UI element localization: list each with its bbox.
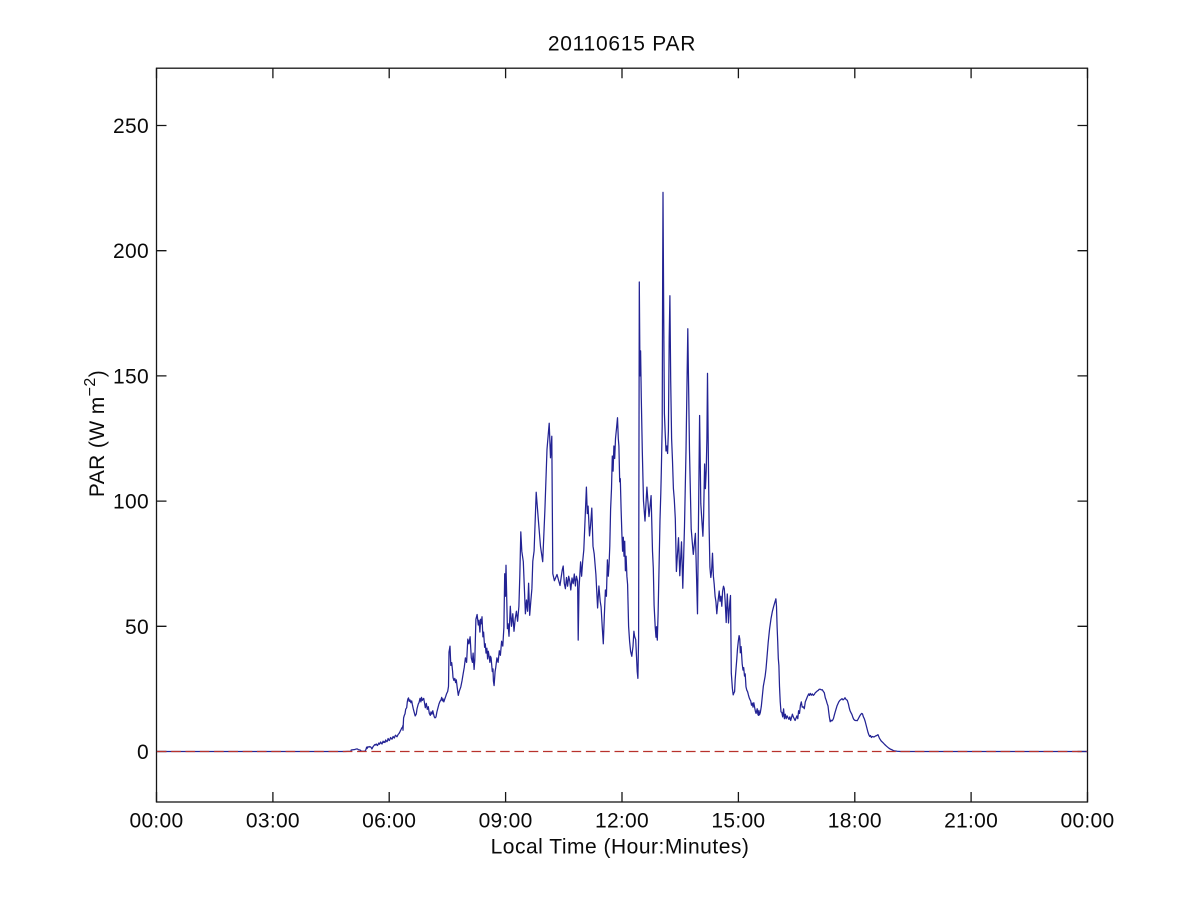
svg-text:250: 250 xyxy=(113,115,149,138)
svg-text:15:00: 15:00 xyxy=(711,810,765,833)
svg-text:06:00: 06:00 xyxy=(362,810,416,833)
svg-text:20110615 PAR: 20110615 PAR xyxy=(548,33,696,56)
svg-text:200: 200 xyxy=(113,240,149,263)
svg-text:100: 100 xyxy=(113,491,149,514)
svg-text:18:00: 18:00 xyxy=(828,810,882,833)
svg-text:03:00: 03:00 xyxy=(246,810,300,833)
svg-text:12:00: 12:00 xyxy=(595,810,649,833)
svg-text:00:00: 00:00 xyxy=(129,810,183,833)
svg-text:PAR (W m−2): PAR (W m−2) xyxy=(82,370,109,497)
svg-text:00:00: 00:00 xyxy=(1060,810,1114,833)
svg-text:09:00: 09:00 xyxy=(479,810,533,833)
svg-text:50: 50 xyxy=(125,616,149,639)
svg-text:150: 150 xyxy=(113,365,149,388)
svg-text:21:00: 21:00 xyxy=(944,810,998,833)
svg-text:0: 0 xyxy=(137,741,149,764)
svg-text:Local Time (Hour:Minutes): Local Time (Hour:Minutes) xyxy=(491,836,750,859)
